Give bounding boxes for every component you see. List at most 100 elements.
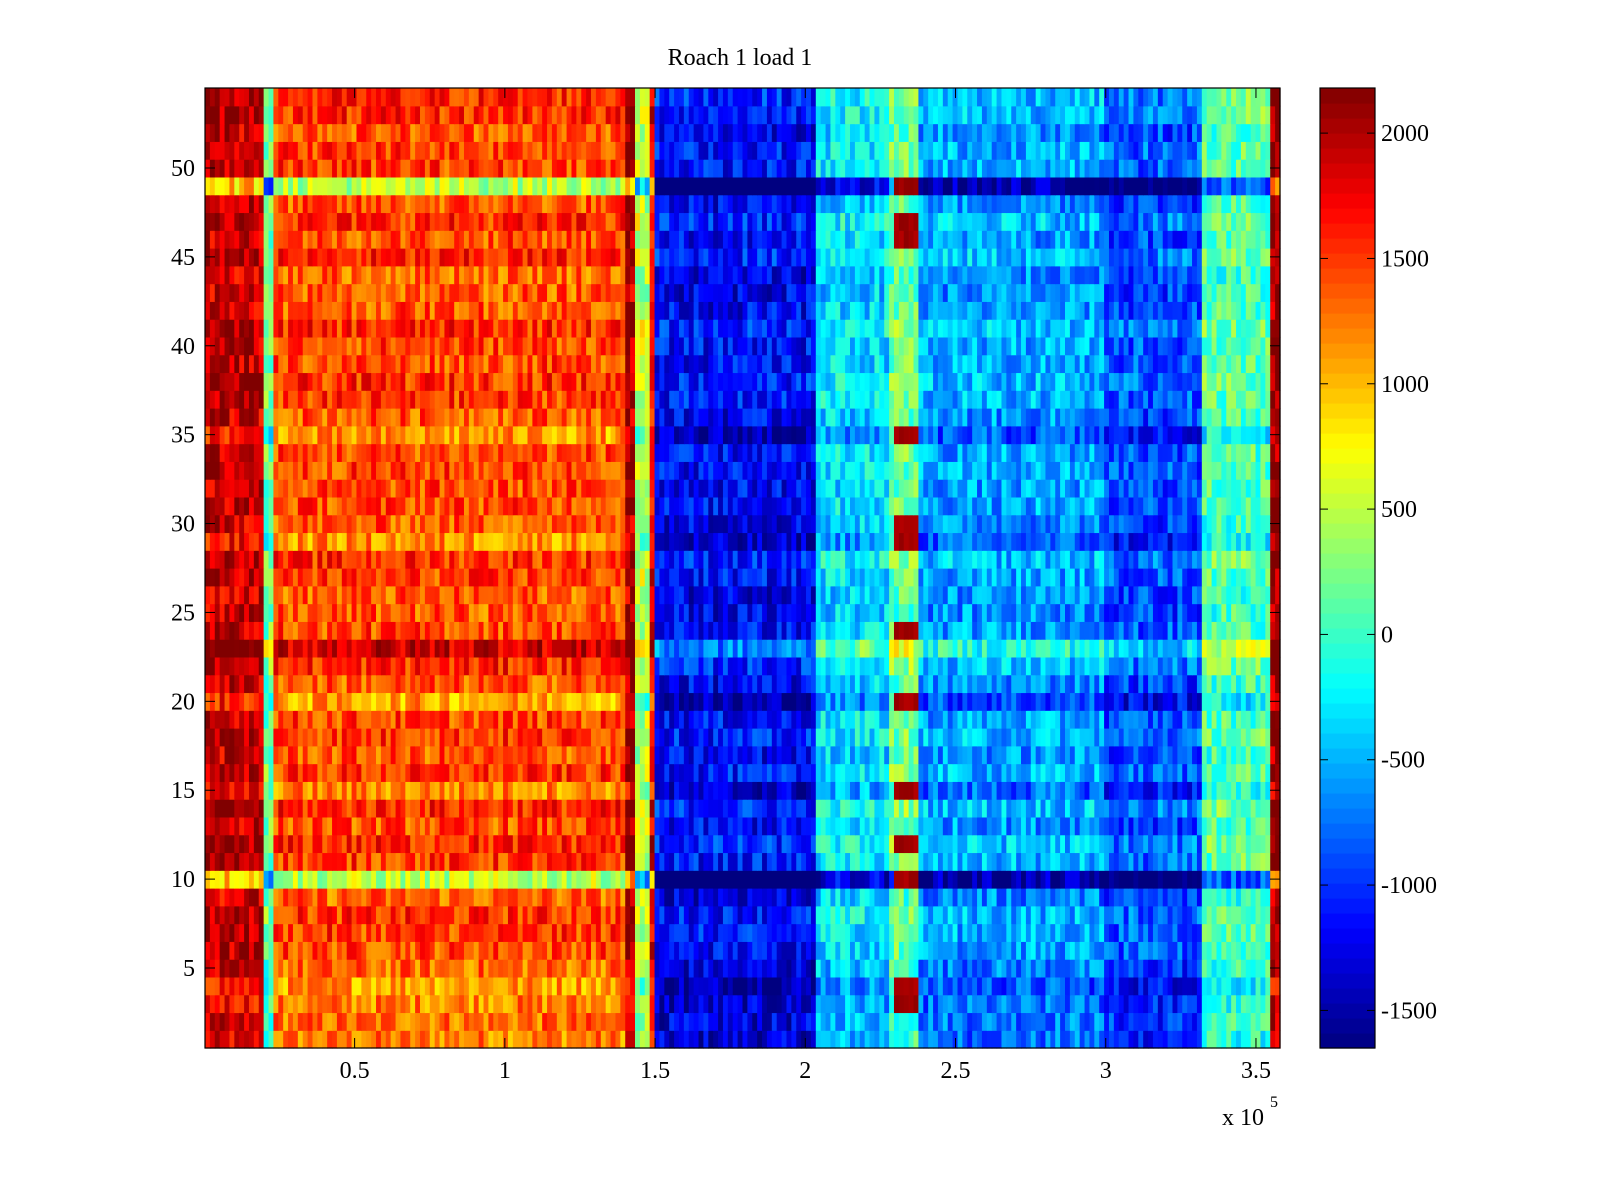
heatmap-cell — [1045, 976, 1051, 996]
heatmap-cell — [278, 888, 284, 907]
heatmap-cell — [1275, 1030, 1281, 1049]
heatmap-cell — [1275, 799, 1281, 818]
heatmap-cell — [1045, 656, 1051, 676]
heatmap-cell — [1226, 745, 1232, 765]
heatmap-cell — [1094, 745, 1100, 765]
heatmap-cell — [928, 781, 934, 800]
heatmap-cell — [698, 710, 705, 729]
heatmap-cell — [669, 1012, 675, 1031]
heatmap-cell — [649, 1030, 656, 1049]
heatmap-cell — [1006, 905, 1012, 925]
heatmap-cell — [1172, 692, 1178, 711]
heatmap-cell — [1138, 834, 1144, 854]
heatmap-cell — [1157, 728, 1164, 747]
heatmap-cell — [1104, 923, 1110, 942]
heatmap-cell — [292, 674, 299, 694]
heatmap-cell — [610, 1012, 617, 1031]
heatmap-cell — [1128, 692, 1135, 711]
heatmap-cell — [444, 763, 450, 782]
heatmap-cell — [1211, 852, 1218, 871]
heatmap-cell — [244, 941, 250, 960]
heatmap-cell — [537, 656, 543, 676]
heatmap-cell — [678, 745, 685, 765]
heatmap-cell — [498, 745, 504, 765]
heatmap-cell — [532, 656, 538, 676]
heatmap-cell — [600, 905, 607, 925]
heatmap-cell — [244, 781, 250, 800]
heatmap-cell — [224, 816, 231, 836]
heatmap-cell — [639, 941, 646, 960]
heatmap-cell — [620, 763, 626, 782]
heatmap-cell — [1172, 959, 1178, 978]
heatmap-cell — [766, 781, 773, 800]
heatmap-cell — [967, 816, 973, 836]
heatmap-cell — [1157, 710, 1164, 729]
heatmap-cell — [752, 1012, 758, 1031]
heatmap-cell — [1226, 976, 1232, 996]
heatmap-cell — [1240, 923, 1247, 942]
heatmap-cell — [591, 976, 597, 996]
heatmap-cell — [542, 923, 548, 942]
heatmap-cell — [884, 959, 890, 978]
heatmap-cell — [1245, 834, 1252, 854]
heatmap-cell — [1216, 994, 1222, 1014]
heatmap-cell — [248, 781, 255, 800]
heatmap-cell — [263, 710, 270, 729]
heatmap-cell — [864, 728, 871, 747]
heatmap-cell — [1143, 710, 1149, 729]
heatmap-cell — [688, 959, 695, 978]
heatmap-cell — [248, 799, 255, 818]
heatmap-cell — [1030, 728, 1037, 747]
heatmap-cell — [551, 959, 558, 978]
heatmap-cell — [1196, 870, 1203, 889]
heatmap-cell — [747, 799, 753, 818]
heatmap-cell — [302, 656, 309, 676]
heatmap-cell — [1255, 763, 1262, 782]
heatmap-cell — [1094, 870, 1100, 889]
heatmap-cell — [893, 923, 900, 942]
heatmap-cell — [1152, 763, 1159, 782]
heatmap-cell — [635, 1012, 641, 1031]
heatmap-cell — [268, 994, 275, 1014]
heatmap-cell — [869, 870, 876, 889]
heatmap-cell — [825, 674, 832, 694]
heatmap-cell — [747, 692, 753, 711]
heatmap-cell — [253, 781, 260, 800]
heatmap-cell — [859, 941, 866, 960]
heatmap-cell — [595, 870, 602, 889]
heatmap-cell — [649, 1012, 656, 1031]
heatmap-cell — [874, 692, 880, 711]
heatmap-cell — [547, 976, 553, 996]
heatmap-cell — [498, 816, 504, 836]
heatmap-cell — [605, 959, 612, 978]
heatmap-cell — [586, 799, 592, 818]
heatmap-cell — [586, 674, 592, 694]
heatmap-cell — [473, 905, 480, 925]
heatmap-cell — [522, 888, 529, 907]
heatmap-cell — [346, 1012, 353, 1031]
heatmap-cell — [478, 994, 485, 1014]
heatmap-cell — [1148, 852, 1154, 871]
heatmap-cell — [327, 656, 333, 676]
heatmap-cell — [752, 728, 758, 747]
heatmap-cell — [713, 692, 719, 711]
heatmap-cell — [884, 923, 890, 942]
heatmap-cell — [1074, 781, 1081, 800]
heatmap-cell — [854, 692, 861, 711]
heatmap-cell — [1192, 941, 1198, 960]
heatmap-cell — [635, 728, 641, 747]
heatmap-cell — [488, 816, 494, 836]
heatmap-cell — [1133, 923, 1139, 942]
heatmap-cell — [1177, 1012, 1183, 1031]
heatmap-cell — [776, 674, 783, 694]
heatmap-cell — [977, 799, 983, 818]
heatmap-cell — [996, 745, 1003, 765]
heatmap-cell — [209, 639, 216, 658]
heatmap-cell — [747, 639, 753, 658]
heatmap-cell — [239, 976, 245, 996]
heatmap-cell — [1099, 870, 1105, 889]
heatmap-cell — [400, 674, 406, 694]
heatmap-cell — [1025, 852, 1032, 871]
heatmap-cell — [1206, 781, 1213, 800]
heatmap-cell — [556, 1012, 563, 1031]
